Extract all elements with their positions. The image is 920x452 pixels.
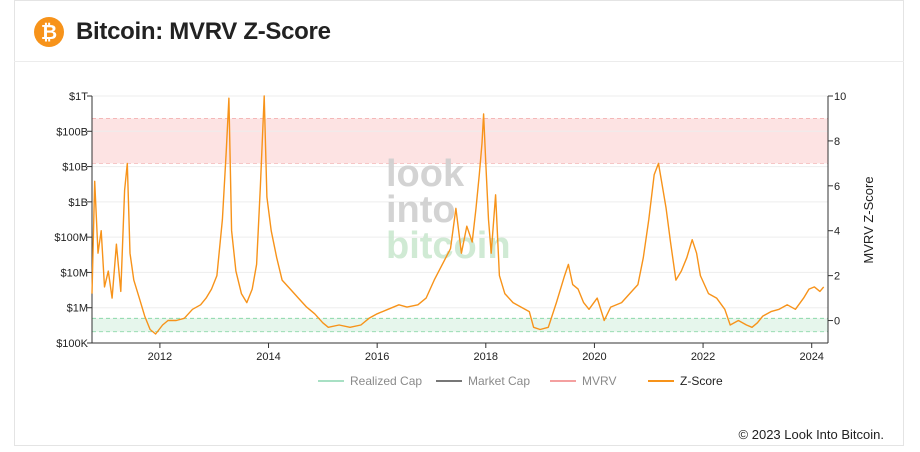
y-right-tick-label: 10 [834,91,846,103]
legend: Realized Cap Market Cap MVRV Z-Score [318,374,723,388]
bitcoin-icon: ₿ [34,17,64,47]
zone-bands [92,118,828,333]
y-right-tick-label: 0 [834,316,840,328]
legend-item: Market Cap [468,374,530,388]
x-tick-label: 2022 [691,351,715,363]
chart-header: ₿ Bitcoin: MVRV Z-Score [14,0,904,62]
y-left-tick-label: $100K [56,338,88,350]
y-left-tick-label: $100M [54,232,88,244]
series-line-z-score [91,95,825,335]
x-tick-label: 2012 [148,351,172,363]
chart-card [14,0,904,446]
y-left-tick-label: $1M [67,303,88,315]
legend-item: MVRV [582,374,616,388]
y-right-axis-label: MVRV Z-Score [861,176,876,263]
copyright: © 2023 Look Into Bitcoin. [738,427,884,442]
x-tick-label: 2018 [474,351,498,363]
y-right-tick-label: 6 [834,181,840,193]
band-0 [92,118,828,164]
legend-item: Z-Score [680,374,723,388]
y-left-tick-label: $100B [56,126,88,138]
y-right-tick-label: 4 [834,226,840,238]
x-tick-label: 2020 [582,351,606,363]
legend-item: Realized Cap [350,374,422,388]
y-left-tick-label: $1T [69,91,88,103]
watermark-look: look [386,153,465,195]
y-left-tick-label: $10M [60,267,88,279]
x-tick-label: 2016 [365,351,389,363]
y-right-tick-label: 2 [834,271,840,283]
series-layer [91,95,825,335]
watermark: look into bitcoin [386,153,511,267]
x-tick-label: 2014 [256,351,280,363]
watermark-into: into [386,189,456,231]
band-1 [92,318,828,332]
axes: $100K $1M $10M $100M $1B $10B $100B $1T 0 2 4 6 8 10 2… [54,91,846,363]
y-left-tick-label: $10B [62,162,88,174]
x-tick-label: 2024 [799,351,823,363]
y-right-tick-label: 8 [834,136,840,148]
page-title: Bitcoin: MVRV Z-Score [76,18,331,45]
y-left-tick-label: $1B [68,197,88,209]
